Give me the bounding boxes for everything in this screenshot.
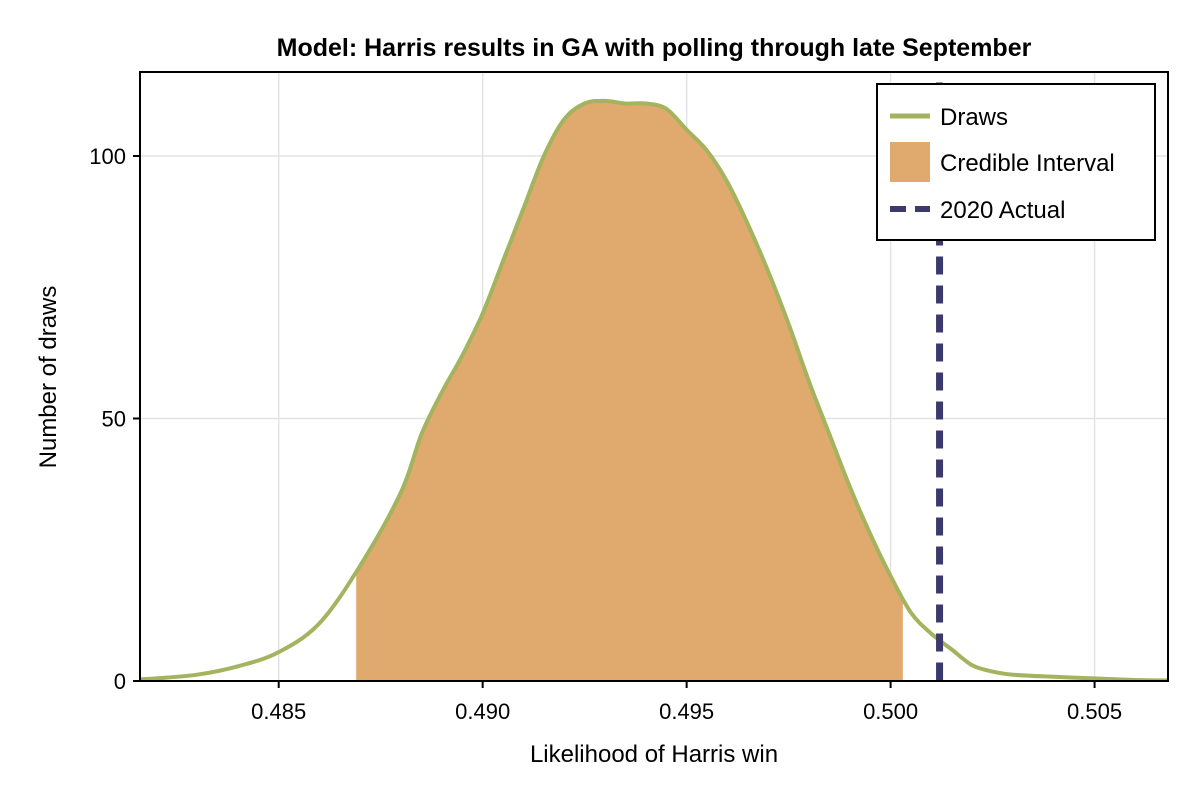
y-tick-label: 100 <box>89 144 126 169</box>
legend-label-draws: Draws <box>940 104 1008 131</box>
legend-label-credible-interval: Credible Interval <box>940 150 1115 177</box>
y-axis-label: Number of draws <box>35 286 62 469</box>
credible-interval-fill <box>356 100 903 681</box>
plot-frame <box>139 71 1169 682</box>
x-tick-label: 0.500 <box>863 699 918 724</box>
legend-label-2020-actual: 2020 Actual <box>940 197 1065 224</box>
y-tick-label: 0 <box>114 669 126 694</box>
x-tick-label: 0.495 <box>659 699 714 724</box>
x-axis-label: Likelihood of Harris win <box>530 741 778 768</box>
x-tick-label: 0.505 <box>1067 699 1122 724</box>
credible-interval-area <box>356 100 903 681</box>
y-axis-ticks: 0 50 100 <box>89 144 140 694</box>
legend: Draws Credible Interval 2020 Actual <box>876 83 1156 241</box>
x-tick-label: 0.485 <box>251 699 306 724</box>
draws-series <box>140 98 1168 681</box>
x-tick-label: 0.490 <box>455 699 510 724</box>
chart-title: Model: Harris results in GA with polling… <box>277 34 1032 62</box>
draws-density-line <box>140 98 1168 681</box>
y-tick-label: 50 <box>102 407 126 432</box>
x-axis-ticks: 0.485 0.490 0.495 0.500 0.505 <box>251 681 1122 724</box>
legend-swatch-credible-interval <box>890 142 930 182</box>
